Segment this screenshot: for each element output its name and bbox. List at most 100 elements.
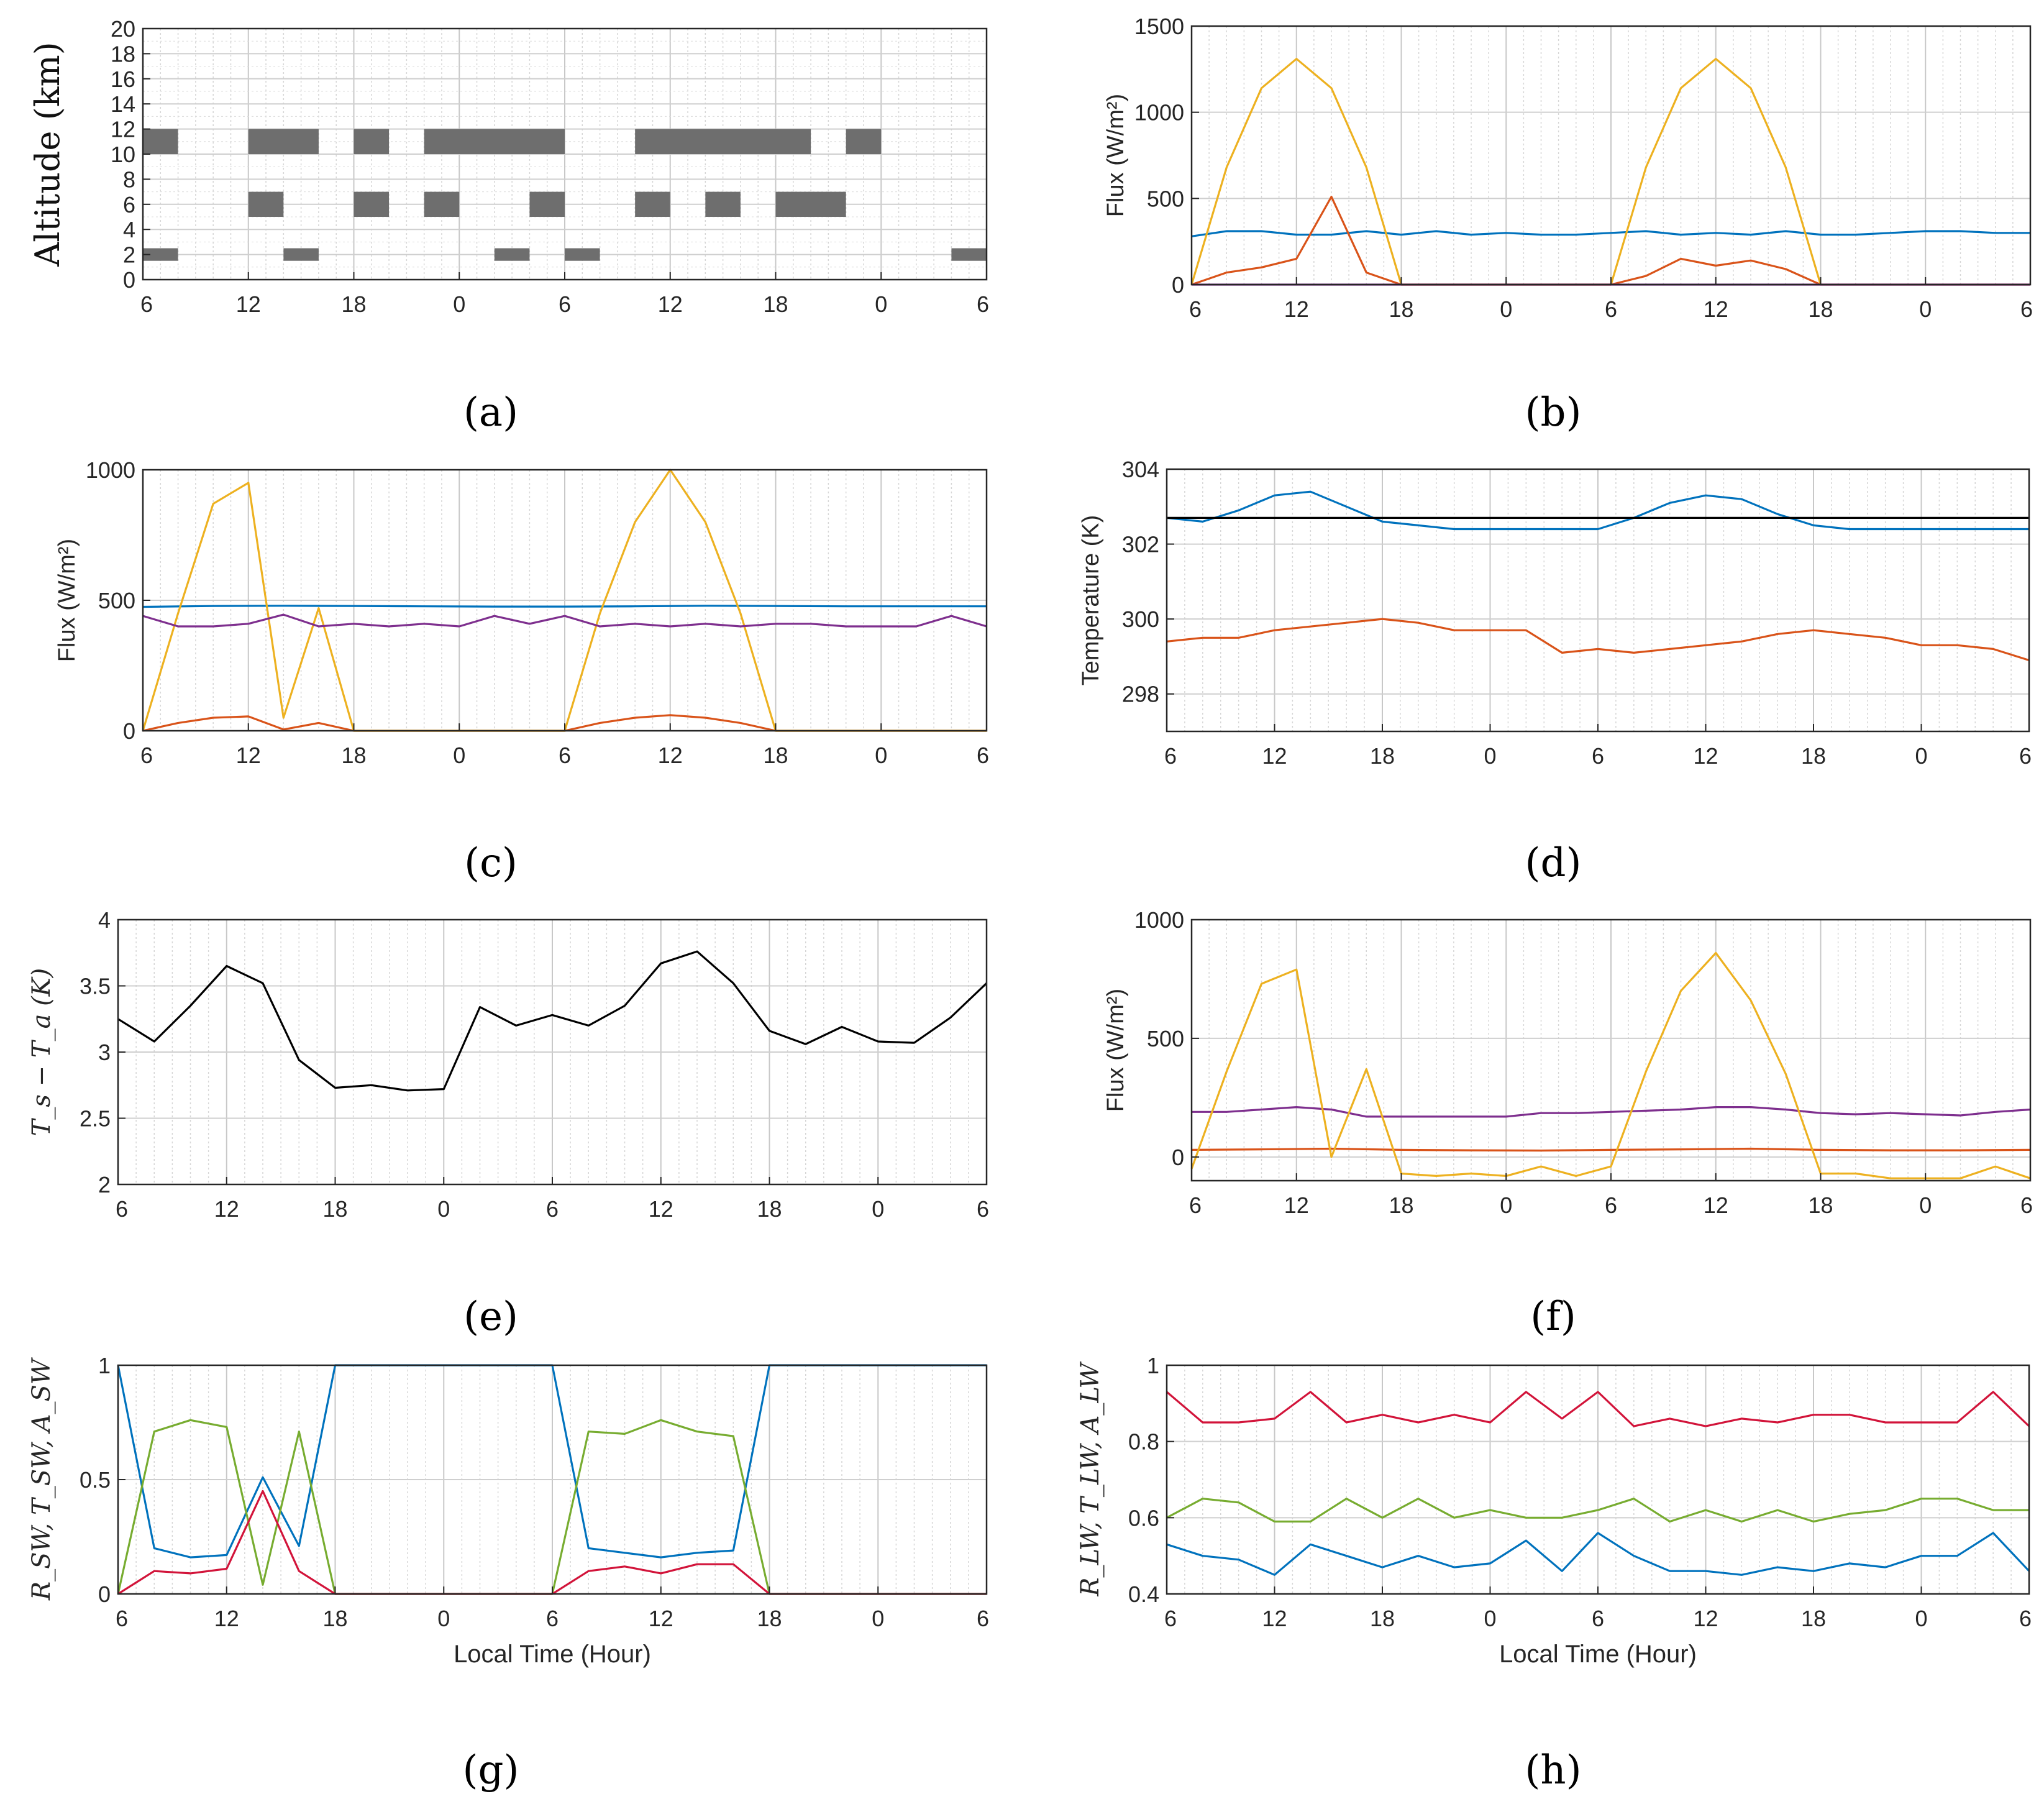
cloud-block <box>635 191 670 217</box>
cloud-block <box>248 129 319 154</box>
y-axis-label: Altitude (km) <box>28 42 67 267</box>
y-tick-label: 10 <box>111 142 135 167</box>
x-tick-label: 18 <box>757 1196 782 1222</box>
x-tick-label: 6 <box>2019 743 2032 769</box>
x-tick-label: 12 <box>658 291 683 317</box>
x-tick-label: 12 <box>649 1196 673 1222</box>
x-tick-label: 0 <box>875 743 887 768</box>
x-tick-label: 0 <box>1919 296 1932 322</box>
cloud-block <box>424 191 460 217</box>
series-line-1 <box>1191 230 2030 237</box>
series-line-2 <box>1166 1498 2029 1523</box>
x-tick-label: 12 <box>1262 1606 1287 1631</box>
x-tick-label: 12 <box>1262 743 1287 769</box>
y-axis-label: R_SW, T_SW, A_SW <box>27 1357 56 1601</box>
cloud-block <box>705 191 741 217</box>
series-line-1 <box>1191 1147 2031 1152</box>
panel-caption: (f) <box>1530 1294 1576 1340</box>
x-tick-label: 6 <box>977 743 989 768</box>
x-tick-label: 0 <box>1484 1606 1496 1631</box>
x-tick-label: 6 <box>977 1196 989 1222</box>
x-tick-label: 18 <box>322 1196 347 1222</box>
y-tick-label: 20 <box>111 16 135 42</box>
x-tick-label: 12 <box>658 743 683 768</box>
x-tick-label: 6 <box>1605 1192 1617 1218</box>
cloud-block <box>635 129 811 154</box>
x-tick-label: 18 <box>1370 743 1395 769</box>
x-tick-label: 6 <box>1189 296 1202 322</box>
x-tick-label: 6 <box>559 291 571 317</box>
cloud-blocks <box>143 129 987 261</box>
x-tick-label: 0 <box>872 1196 884 1222</box>
x-tick-label: 18 <box>341 291 366 317</box>
panel-caption: (d) <box>1525 840 1582 886</box>
y-tick-label: 18 <box>111 41 135 66</box>
x-tick-label: 18 <box>341 743 366 768</box>
x-tick-label: 12 <box>236 291 261 317</box>
cloud-block <box>248 191 284 217</box>
y-tick-label: 304 <box>1122 457 1159 482</box>
panel-e: 6 12 18 0 6 12 18 0 622.533.54T_s − T_a (K)(e) <box>27 907 989 1340</box>
x-axis-label: Local Time (Hour) <box>1499 1641 1697 1668</box>
y-tick-label: 0.8 <box>1128 1429 1159 1455</box>
y-tick-label: 500 <box>1147 186 1184 211</box>
x-tick-label: 0 <box>453 743 465 768</box>
y-tick-label: 1000 <box>1134 100 1184 126</box>
y-tick-label: 500 <box>1147 1026 1184 1051</box>
grid <box>117 919 987 1185</box>
panel-d: 6 12 18 0 6 12 18 0 6 298 300 302 304 Temperature (K)… <box>1078 457 2032 886</box>
y-tick-label: 0.4 <box>1128 1582 1159 1607</box>
x-tick-label: 18 <box>322 1606 347 1631</box>
cloud-block <box>565 248 600 261</box>
y-tick-label: 2 <box>123 242 135 268</box>
x-tick-label: 0 <box>437 1606 450 1631</box>
panel-caption: (h) <box>1525 1747 1581 1793</box>
x-tick-label: 12 <box>1693 1606 1718 1631</box>
y-tick-label: 6 <box>123 192 135 217</box>
x-axis-label: Local Time (Hour) <box>454 1641 651 1668</box>
series-line-3 <box>1190 951 2031 1179</box>
x-tick-label: 6 <box>977 1606 989 1631</box>
y-axis-label: R_LW, T_LW, A_LW <box>1076 1362 1105 1597</box>
y-tick-label: 0.6 <box>1128 1505 1159 1531</box>
x-tick-label: 18 <box>1808 1192 1833 1218</box>
y-axis-label: Flux (W/m²) <box>1103 94 1129 217</box>
y-axis-label: Flux (W/m²) <box>54 539 80 662</box>
y-tick-label: 4 <box>123 217 135 242</box>
y-tick-label: 0 <box>1172 1145 1184 1170</box>
x-tick-label: 18 <box>1389 1192 1413 1218</box>
x-tick-label: 6 <box>1592 1606 1604 1631</box>
y-tick-label: 0 <box>98 1582 111 1607</box>
cloud-block <box>529 191 565 217</box>
cloud-block <box>424 129 565 154</box>
x-tick-label: 12 <box>1693 743 1718 769</box>
cloud-block <box>143 129 178 154</box>
x-tick-label: 0 <box>1915 743 1927 769</box>
y-tick-label: 0 <box>123 267 135 293</box>
x-tick-label: 6 <box>116 1606 128 1631</box>
x-tick-label: 6 <box>977 291 989 317</box>
y-axis-label: T_s − T_a (K) <box>27 968 56 1137</box>
x-tick-label: 6 <box>546 1606 559 1631</box>
x-tick-label: 12 <box>214 1606 239 1631</box>
y-tick-label: 1500 <box>1134 14 1184 39</box>
x-tick-label: 6 <box>1605 296 1617 322</box>
y-tick-label: 1000 <box>86 457 135 483</box>
y-tick-label: 2 <box>98 1172 111 1197</box>
x-tick-label: 6 <box>2020 296 2033 322</box>
x-tick-label: 0 <box>1484 743 1496 769</box>
x-tick-label: 0 <box>872 1606 884 1631</box>
y-axis-label: Flux (W/m²) <box>1103 989 1129 1112</box>
cloud-block <box>494 248 530 261</box>
y-tick-label: 12 <box>111 117 135 142</box>
x-tick-label: 6 <box>140 291 153 317</box>
x-tick-label: 6 <box>1189 1192 1202 1218</box>
x-tick-label: 0 <box>1919 1192 1932 1218</box>
y-tick-label: 1000 <box>1134 907 1184 933</box>
series-line-2 <box>1192 1105 2031 1118</box>
x-tick-label: 0 <box>875 291 887 317</box>
cloud-block <box>143 248 178 261</box>
